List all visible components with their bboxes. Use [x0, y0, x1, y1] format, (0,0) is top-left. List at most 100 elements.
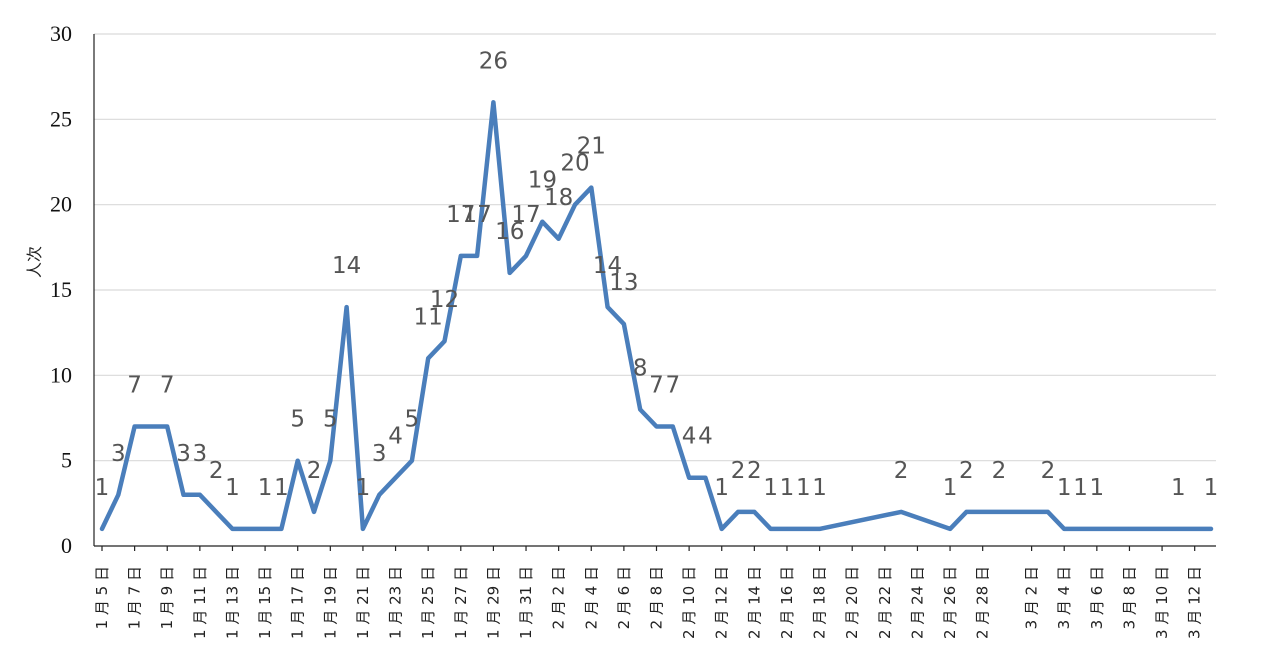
data-label: 8: [633, 355, 648, 381]
data-label: 1: [274, 475, 289, 501]
x-tick-label: 2 月 14 日: [745, 566, 763, 639]
data-point: [622, 322, 626, 326]
data-label: 1: [796, 475, 811, 501]
data-point: [361, 527, 365, 531]
x-tick-label: 2 月 24 日: [908, 566, 926, 639]
data-point: [1176, 527, 1180, 531]
data-label: 5: [290, 407, 305, 433]
data-label: 3: [372, 441, 387, 467]
data-point: [149, 425, 153, 429]
gridlines: [94, 33, 1216, 462]
data-label: 2: [307, 458, 322, 484]
data-label: 7: [665, 373, 680, 399]
data-label: 1: [95, 475, 110, 501]
data-label: 1: [812, 475, 827, 501]
data-label: 20: [560, 151, 589, 177]
data-label: 2: [1041, 458, 1056, 484]
data-point: [182, 493, 186, 497]
data-label: 17: [511, 202, 540, 228]
data-label: 14: [332, 253, 361, 279]
data-label: 2: [209, 458, 224, 484]
x-tick-label: 1 月 25 日: [419, 566, 437, 639]
data-label: 18: [544, 185, 573, 211]
data-point: [312, 510, 316, 514]
data-point: [230, 527, 234, 531]
data-point: [116, 493, 120, 497]
data-point: [638, 407, 642, 411]
data-point: [377, 493, 381, 497]
data-point: [1046, 510, 1050, 514]
data-point: [671, 425, 675, 429]
data-label: 7: [649, 373, 664, 399]
data-label: 3: [176, 441, 191, 467]
y-tick-labels: 0 5 10 15 20 25 30: [50, 21, 72, 558]
data-label: 26: [479, 48, 508, 74]
data-point: [296, 459, 300, 463]
data-point: [459, 254, 463, 258]
y-tick-label: 5: [61, 448, 72, 473]
data-point: [394, 476, 398, 480]
data-point: [540, 220, 544, 224]
data-point: [589, 186, 593, 190]
data-label: 1: [780, 475, 795, 501]
data-point: [100, 527, 104, 531]
data-label: 4: [698, 424, 713, 450]
x-tick-label: 2 月 6 日: [615, 566, 633, 629]
data-label: 13: [609, 270, 638, 296]
data-point: [426, 356, 430, 360]
x-tick-label: 1 月 31 日: [517, 566, 535, 639]
data-label: 1: [1090, 475, 1105, 501]
data-label: 16: [495, 219, 524, 245]
data-point: [475, 254, 479, 258]
data-label: 17: [462, 202, 491, 228]
data-point: [769, 527, 773, 531]
data-label: 11: [414, 304, 443, 330]
x-tick-label: 2 月 18 日: [811, 566, 829, 639]
data-label: 2: [992, 458, 1007, 484]
data-point: [279, 527, 283, 531]
data-point: [133, 425, 137, 429]
data-label: 1: [943, 475, 958, 501]
x-tick-label: 2 月 28 日: [974, 566, 992, 639]
series-line: [99, 100, 1214, 532]
data-label: 1: [1171, 475, 1186, 501]
series-layer: [99, 100, 1214, 532]
data-point: [997, 510, 1001, 514]
data-point: [964, 510, 968, 514]
x-tick-label: 1 月 5 日: [93, 566, 111, 629]
data-point: [263, 527, 267, 531]
data-point: [1127, 527, 1131, 531]
data-point: [720, 527, 724, 531]
x-tick-label: 1 月 27 日: [452, 566, 470, 639]
x-tick-label: 3 月 2 日: [1023, 566, 1041, 629]
data-point: [410, 459, 414, 463]
x-tick-label: 3 月 8 日: [1120, 566, 1138, 629]
data-label: 1: [1057, 475, 1072, 501]
x-tick-label: 1 月 9 日: [158, 566, 176, 629]
x-tick-label: 1 月 17 日: [289, 566, 307, 639]
data-label: 1: [1073, 475, 1088, 501]
data-label: 5: [405, 407, 420, 433]
data-point: [573, 203, 577, 207]
data-label: 1: [356, 475, 371, 501]
x-tick-label: 2 月 12 日: [713, 566, 731, 639]
data-point: [606, 305, 610, 309]
data-label: 3: [111, 441, 126, 467]
data-point: [1062, 527, 1066, 531]
x-tick-label: 2 月 20 日: [843, 566, 861, 639]
data-label: 5: [323, 407, 338, 433]
data-label: 19: [528, 168, 557, 194]
data-labels: 137 73 321 1 1525141345111217172616171918202…: [95, 48, 1219, 501]
x-tick-label: 1 月 29 日: [484, 566, 502, 639]
data-point: [752, 510, 756, 514]
x-tick-label: 2 月 26 日: [941, 566, 959, 639]
data-point: [165, 425, 169, 429]
data-point: [491, 100, 495, 104]
x-tick-label: 3 月 6 日: [1088, 566, 1106, 629]
data-point: [198, 493, 202, 497]
y-tick-label: 25: [50, 106, 72, 131]
x-tick-label: 3 月 12 日: [1186, 566, 1204, 639]
data-point: [1030, 510, 1034, 514]
data-point: [899, 510, 903, 514]
